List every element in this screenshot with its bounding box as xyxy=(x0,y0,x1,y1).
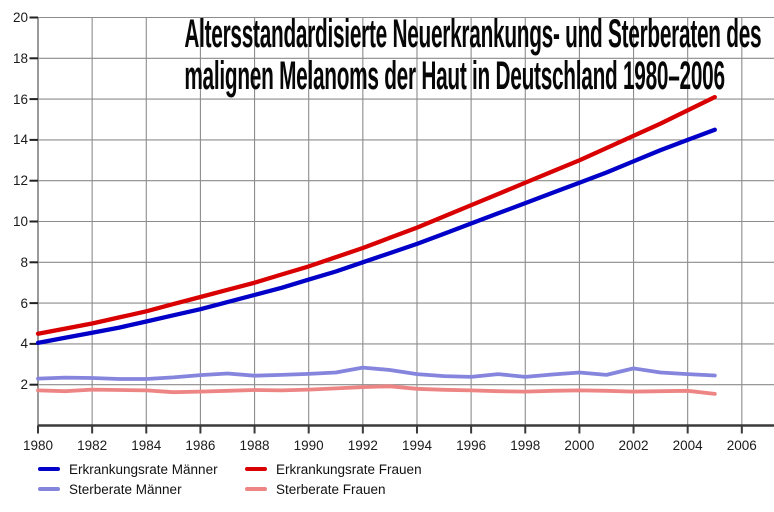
x-axis-label-2002: 2002 xyxy=(618,438,649,453)
legend-item-sterberate-maenner: Sterberate Männer xyxy=(38,479,245,499)
y-axis-label-12: 12 xyxy=(12,173,28,189)
y-axis-label-10: 10 xyxy=(12,214,28,229)
y-axis-label-20: 20 xyxy=(12,10,28,25)
line-erkrankungsrate-frauen xyxy=(35,94,717,336)
x-axis-label-1982: 1982 xyxy=(77,438,108,453)
line-sterberate-frauen xyxy=(36,384,717,396)
y-axis-label-16: 16 xyxy=(12,91,28,107)
x-axis-label-1990: 1990 xyxy=(293,438,324,453)
chart-title-line2: malignen Melanoms der Haut in Deutschlan… xyxy=(184,54,725,98)
line-sterberate-m-nner xyxy=(36,365,717,381)
x-axis-label-2000: 2000 xyxy=(564,438,595,453)
x-axis-label-1980: 1980 xyxy=(22,438,54,453)
x-axis-label-1998: 1998 xyxy=(510,438,541,453)
x-axis-label-1988: 1988 xyxy=(239,438,270,453)
legend-item-sterberate-frauen: Sterberate Frauen xyxy=(245,479,422,499)
legend-swatch-sterberate-frauen xyxy=(245,486,267,492)
x-axis-label-2004: 2004 xyxy=(672,438,703,453)
x-axis-label-1992: 1992 xyxy=(347,438,378,453)
x-axis-label-1994: 1994 xyxy=(401,438,432,453)
legend-label-sterberate-frauen: Sterberate Frauen xyxy=(276,481,386,497)
y-axis-label-8: 8 xyxy=(20,254,28,270)
legend-label-sterberate-maenner: Sterberate Männer xyxy=(69,481,182,497)
legend-label-erkrankungsrate-frauen: Erkrankungsrate Frauen xyxy=(276,461,422,477)
data-lines xyxy=(35,94,717,396)
chart-title: Altersstandardisierte Neuerkrankungs- un… xyxy=(0,13,768,97)
y-axis-label-4: 4 xyxy=(20,336,28,352)
legend-item-erkrankungsrate-maenner: Erkrankungsrate Männer xyxy=(38,459,245,479)
legend-swatch-sterberate-maenner xyxy=(38,486,60,492)
y-axis-label-2: 2 xyxy=(20,377,28,393)
legend-item-erkrankungsrate-frauen: Erkrankungsrate Frauen xyxy=(245,459,422,479)
y-axis-label-6: 6 xyxy=(20,295,28,311)
legend-swatch-erkrankungsrate-maenner xyxy=(38,466,60,472)
x-axis-label-1984: 1984 xyxy=(131,438,162,453)
y-axis-label-18: 18 xyxy=(12,50,28,66)
axes xyxy=(29,16,774,434)
legend-swatch-erkrankungsrate-frauen xyxy=(245,466,267,472)
y-axis-label-14: 14 xyxy=(12,132,28,148)
legend: Erkrankungsrate Männer Erkrankungsrate F… xyxy=(38,459,422,499)
chart-title-line1: Altersstandardisierte Neuerkrankungs- un… xyxy=(184,12,762,56)
x-axis-label-1996: 1996 xyxy=(456,438,487,453)
gridlines xyxy=(37,16,774,426)
line-erkrankungsrate-m-nner xyxy=(35,127,717,346)
legend-label-erkrankungsrate-maenner: Erkrankungsrate Männer xyxy=(69,461,218,477)
x-axis-label-2006: 2006 xyxy=(726,438,757,453)
x-axis-label-1986: 1986 xyxy=(185,438,216,453)
